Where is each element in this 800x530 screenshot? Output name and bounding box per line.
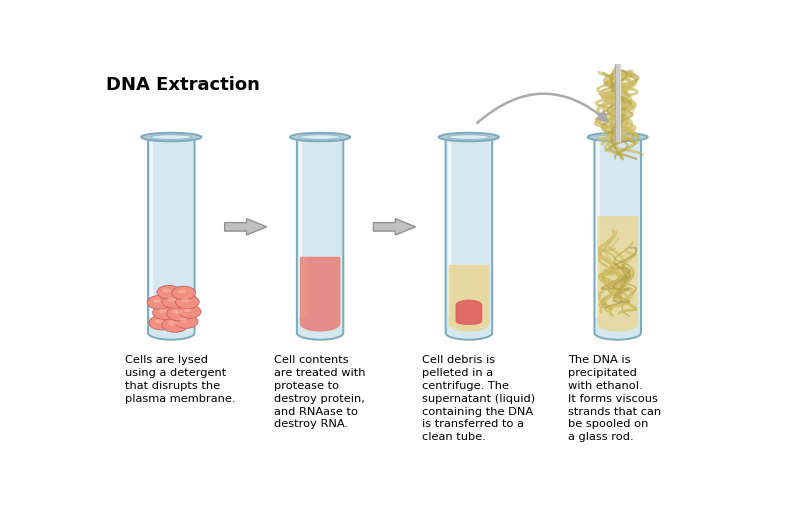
Ellipse shape [448,135,490,139]
Polygon shape [150,141,152,316]
Polygon shape [447,141,450,316]
Ellipse shape [168,321,177,325]
Ellipse shape [180,318,188,322]
Polygon shape [450,266,489,331]
Text: Cells are lysed
using a detergent
that disrupts the
plasma membrane.: Cells are lysed using a detergent that d… [125,356,235,404]
Text: Cell contents
are treated with
protease to
destroy protein,
and RNAase to
destro: Cell contents are treated with protease … [274,356,365,429]
Polygon shape [301,258,340,331]
Polygon shape [594,137,641,340]
Polygon shape [301,258,307,316]
Ellipse shape [172,286,195,300]
Ellipse shape [153,305,178,320]
Ellipse shape [147,296,170,309]
Ellipse shape [167,306,193,321]
Polygon shape [446,137,492,340]
Ellipse shape [153,299,161,303]
Ellipse shape [142,133,202,142]
Ellipse shape [167,297,176,302]
Ellipse shape [178,289,186,293]
Polygon shape [225,219,266,235]
Ellipse shape [588,133,648,142]
Polygon shape [456,301,482,324]
Polygon shape [297,137,343,340]
Polygon shape [148,137,194,340]
Ellipse shape [597,135,638,139]
Ellipse shape [184,308,191,312]
Text: Cell debris is
pelleted in a
centrifuge. The
supernatant (liquid)
containing the: Cell debris is pelleted in a centrifuge.… [422,356,535,442]
Ellipse shape [162,289,170,293]
Ellipse shape [439,133,499,142]
Ellipse shape [290,133,350,142]
Polygon shape [615,56,620,141]
Ellipse shape [299,135,341,139]
Ellipse shape [176,295,199,308]
Polygon shape [374,219,415,235]
Ellipse shape [154,319,163,323]
Polygon shape [598,217,638,331]
Text: The DNA is
precipitated
with ethanol.
It forms viscous
strands that can
be spool: The DNA is precipitated with ethanol. It… [568,356,662,442]
Ellipse shape [162,294,187,308]
Ellipse shape [149,315,174,330]
Ellipse shape [174,315,198,328]
Ellipse shape [157,285,181,299]
Ellipse shape [173,310,182,314]
Ellipse shape [162,317,188,332]
Ellipse shape [178,305,201,318]
Polygon shape [596,141,598,316]
Polygon shape [298,141,301,316]
Text: DNA Extraction: DNA Extraction [106,76,260,94]
Ellipse shape [150,135,192,139]
FancyArrowPatch shape [477,94,607,123]
Ellipse shape [181,298,189,302]
Ellipse shape [158,309,167,313]
